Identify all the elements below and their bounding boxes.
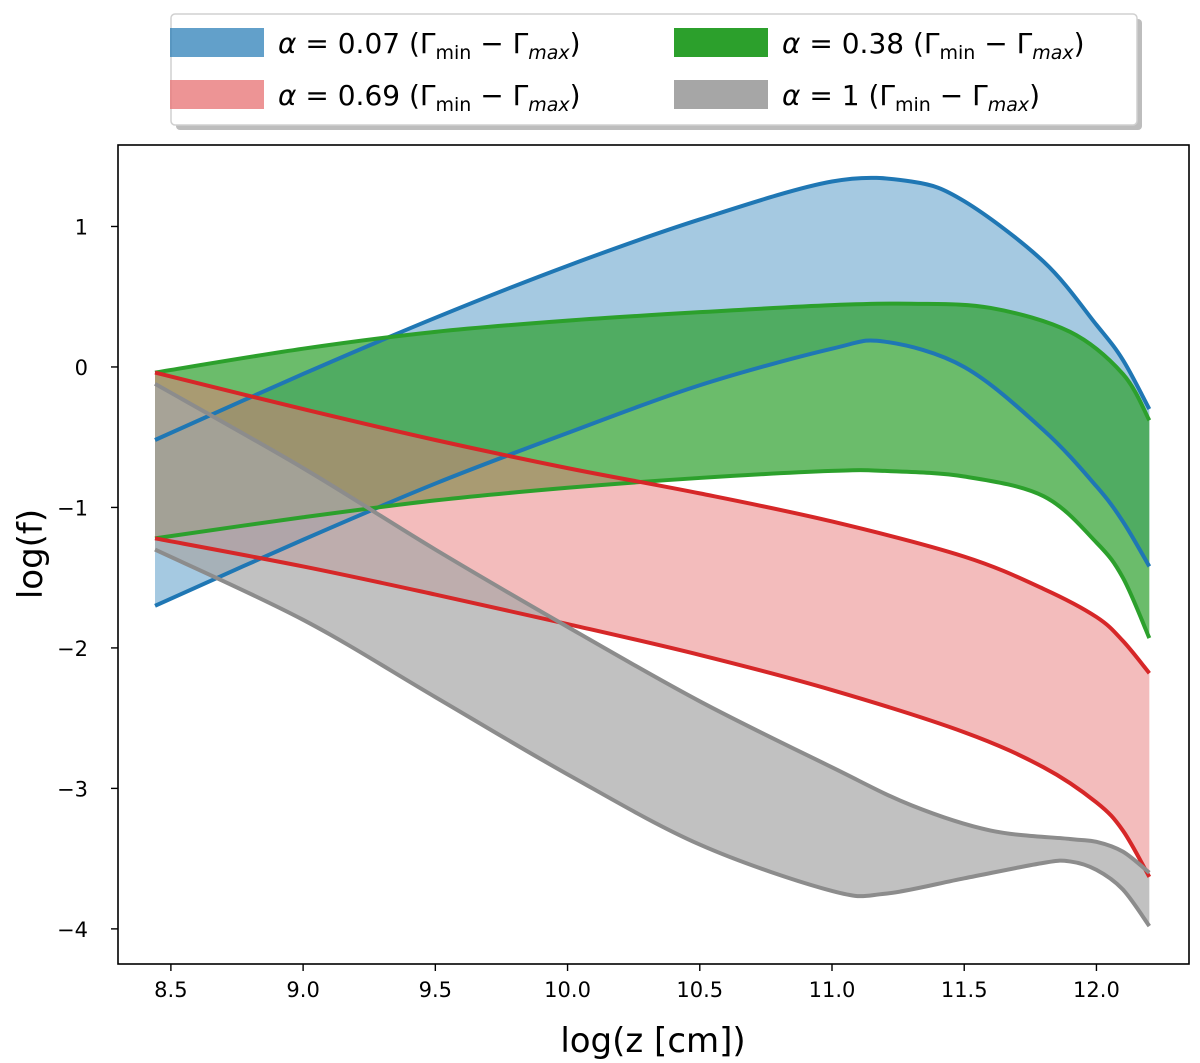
series-upper-line-3 [154, 382, 1151, 875]
y-tick-label: −1 [57, 496, 88, 520]
x-tick-label: 9.0 [286, 978, 319, 1002]
series-upper-line-1 [154, 301, 1152, 422]
series-lower-line-2 [154, 536, 1152, 878]
x-tick-label: 11.0 [809, 978, 856, 1002]
x-tick-label: 8.5 [154, 978, 187, 1002]
x-tick-label: 11.5 [941, 978, 988, 1002]
y-tick-label: −3 [57, 777, 88, 801]
x-tick-label: 10.0 [544, 978, 591, 1002]
legend-swatch-0 [170, 28, 264, 57]
series-lower-line-1 [154, 468, 1152, 639]
series-upper-line-2 [154, 370, 1151, 675]
legend-swatch-3 [674, 80, 768, 109]
x-tick-label: 9.5 [419, 978, 452, 1002]
x-tick-label: 12.0 [1073, 978, 1120, 1002]
x-axis: 8.5 9.0 9.5 10.0 10.5 11.0 11.5 12.0 [154, 964, 1120, 1002]
plot-frame [117, 144, 1190, 965]
band-fills [155, 177, 1150, 927]
x-tick-label: 10.5 [676, 978, 723, 1002]
y-tick-label: −4 [57, 918, 88, 942]
y-axis-label: log(f) [11, 509, 51, 599]
band-fill-3 [155, 383, 1150, 927]
legend-label-0: α = 0.07 (Γmin − Γmax) [278, 27, 581, 64]
x-axis-label: log(z [cm]) [560, 1021, 745, 1061]
legend-swatch-1 [674, 28, 768, 57]
y-tick-label: 1 [75, 215, 88, 239]
legend-box [170, 13, 1138, 126]
band-fill-1 [155, 303, 1150, 639]
y-axis: 1 0 −1 −2 −3 −4 [57, 215, 118, 942]
series-lower-line-3 [154, 547, 1151, 928]
series-upper-line-0 [154, 175, 1152, 442]
y-tick-label: 0 [75, 356, 88, 380]
band-lines [154, 175, 1152, 928]
legend: α = 0.07 (Γmin − Γmax) α = 0.38 (Γmin − Γ… [170, 13, 1142, 130]
legend-swatch-2 [170, 80, 264, 109]
y-tick-label: −2 [57, 637, 88, 661]
